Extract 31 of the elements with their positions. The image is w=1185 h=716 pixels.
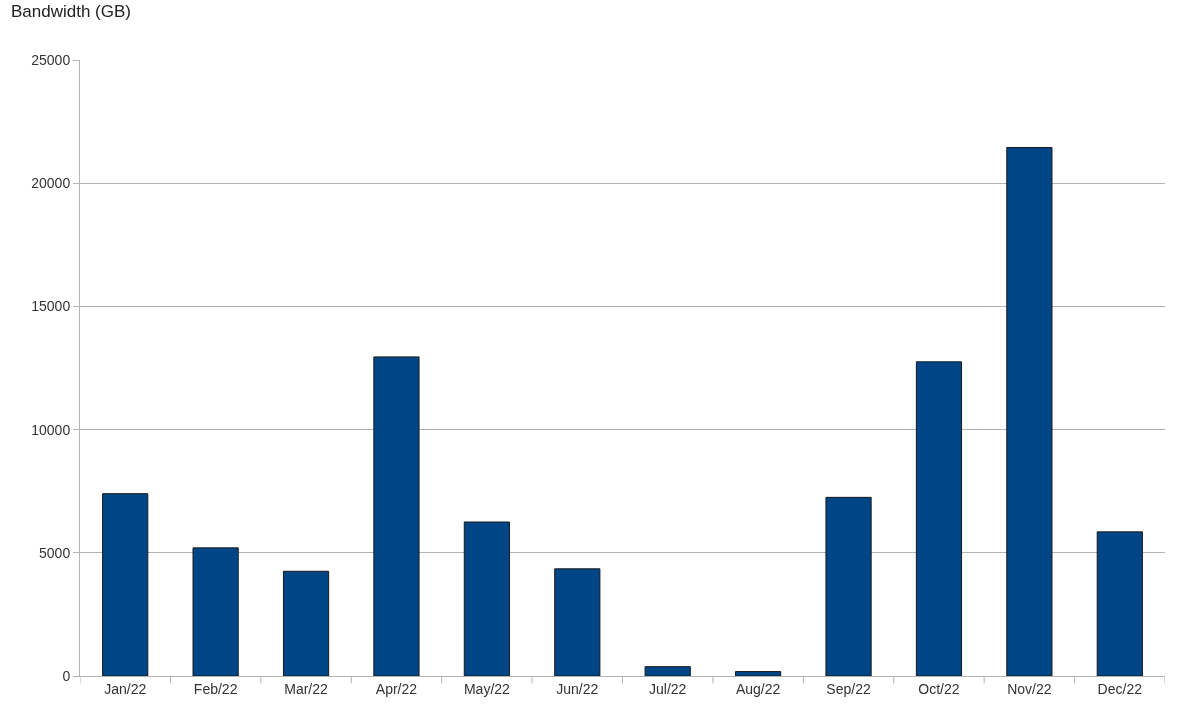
x-tick-label: Aug/22 (735, 680, 781, 697)
bar (915, 361, 963, 676)
x-tick-label: May/22 (463, 680, 511, 697)
x-tick-label: Feb/22 (193, 680, 238, 697)
x-tick-label: Dec/22 (1097, 680, 1143, 697)
y-tick-label: 0 (62, 667, 71, 684)
bar (825, 496, 872, 676)
y-axis-title: Bandwidth (GB) (11, 2, 131, 21)
x-tick-label: Mar/22 (284, 680, 329, 697)
x-tick-label: Apr/22 (375, 680, 418, 697)
y-tick-label: 5000 (39, 544, 71, 561)
x-tick-label: Oct/22 (918, 680, 960, 697)
y-tick-label: 15000 (31, 298, 71, 315)
x-tick-label: Jan/22 (104, 680, 147, 697)
x-tick-label: Sep/22 (826, 680, 871, 697)
bar (1006, 146, 1053, 676)
y-tick-label: 20000 (31, 175, 71, 192)
y-tick-label: 10000 (31, 421, 71, 438)
bar (735, 671, 782, 676)
x-tick-label: Jul/22 (649, 680, 687, 697)
bar (102, 493, 149, 676)
x-tick-label: Nov/22 (1007, 680, 1052, 697)
bar (282, 570, 330, 676)
bar (463, 521, 510, 676)
bar (192, 547, 239, 676)
bar (644, 666, 691, 676)
x-tick-label: Jun/22 (556, 680, 599, 697)
y-tick-label: 25000 (31, 51, 71, 68)
bar (554, 568, 601, 676)
bar (1096, 531, 1143, 676)
bar (373, 356, 420, 676)
